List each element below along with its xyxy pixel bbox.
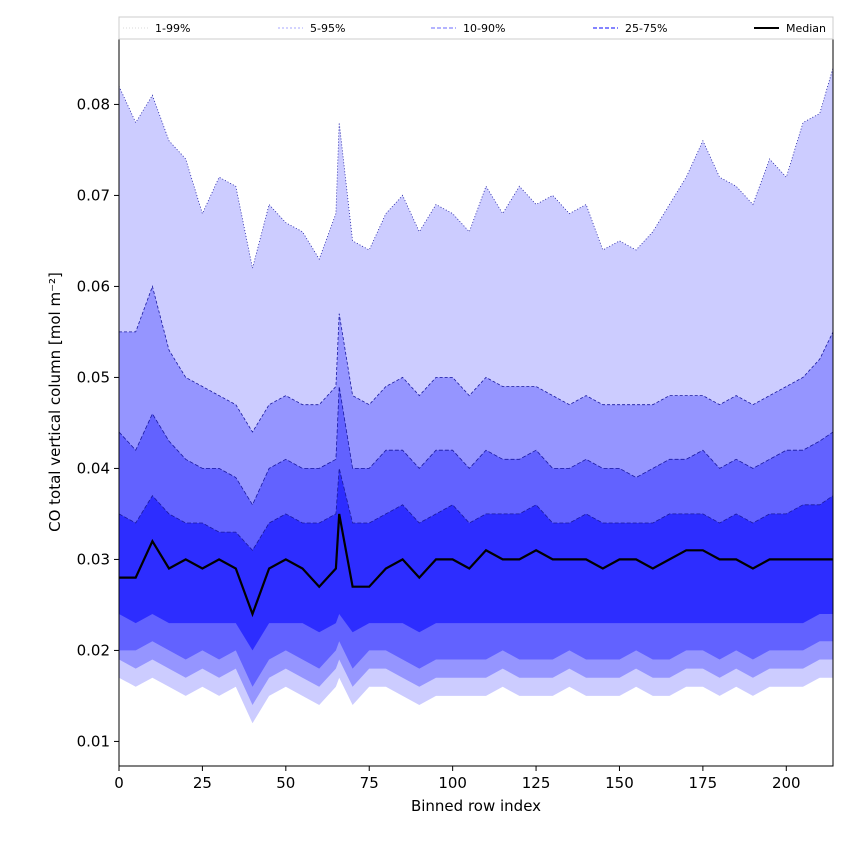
x-tick-label: 25 — [193, 774, 212, 792]
y-tick-label: 0.07 — [77, 186, 110, 204]
legend-label-1-99: 1-99% — [155, 22, 190, 35]
x-tick-label: 150 — [605, 774, 634, 792]
legend-frame — [118, 16, 834, 40]
x-tick-label: 100 — [438, 774, 467, 792]
band-upper-line-5-95 — [119, 285, 834, 433]
percentile-bands — [119, 68, 833, 724]
y-tick-label: 0.06 — [77, 277, 110, 295]
x-tick-label: 50 — [276, 774, 295, 792]
y-tick-label: 0.03 — [77, 550, 110, 568]
band-upper-line-1-99 — [118, 67, 834, 269]
legend-label-25-75: 25-75% — [625, 22, 667, 35]
y-tick-label: 0.08 — [77, 95, 110, 113]
x-tick-label: 175 — [689, 774, 718, 792]
legend: 1-99% 5-95% 10-90% 25-75% Median — [118, 16, 834, 40]
x-tick-label: 125 — [522, 774, 551, 792]
x-axis-label: Binned row index — [411, 797, 541, 815]
y-tick-label: 0.04 — [77, 459, 110, 477]
x-axis-ticks: 0 25 50 75 100 125 150 175 200 — [114, 766, 801, 792]
y-tick-label: 0.05 — [77, 368, 110, 386]
band-upper-line-10-90 — [118, 386, 834, 506]
x-tick-label: 0 — [114, 774, 124, 792]
y-tick-label: 0.02 — [77, 641, 110, 659]
band-25-75 — [119, 468, 833, 651]
legend-label-10-90: 10-90% — [463, 22, 505, 35]
median-line — [119, 513, 833, 618]
legend-label-median: Median — [786, 22, 826, 35]
y-axis-ticks: 0.01 0.02 0.03 0.04 0.05 0.06 0.07 0.08 — [77, 95, 119, 750]
percentile-boundary-lines — [118, 67, 834, 551]
legend-label-5-95: 5-95% — [310, 22, 345, 35]
x-tick-label: 75 — [360, 774, 379, 792]
x-tick-label: 200 — [772, 774, 801, 792]
y-tick-label: 0.01 — [77, 732, 110, 750]
y-axis-label: CO total vertical column [mol m⁻²] — [46, 272, 64, 532]
band-upper-line-25-75 — [118, 468, 834, 551]
